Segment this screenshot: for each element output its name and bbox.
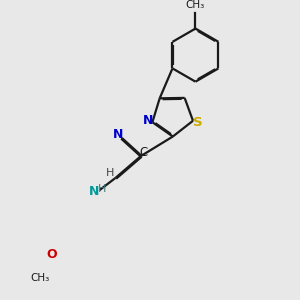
Text: H: H bbox=[98, 184, 106, 194]
Text: C: C bbox=[140, 146, 148, 159]
Text: N: N bbox=[143, 114, 153, 127]
Text: N: N bbox=[89, 184, 99, 197]
Text: O: O bbox=[46, 248, 57, 261]
Text: N: N bbox=[113, 128, 123, 141]
Text: CH₃: CH₃ bbox=[186, 0, 205, 10]
Text: H: H bbox=[106, 168, 114, 178]
Text: S: S bbox=[193, 116, 202, 129]
Text: CH₃: CH₃ bbox=[31, 273, 50, 283]
